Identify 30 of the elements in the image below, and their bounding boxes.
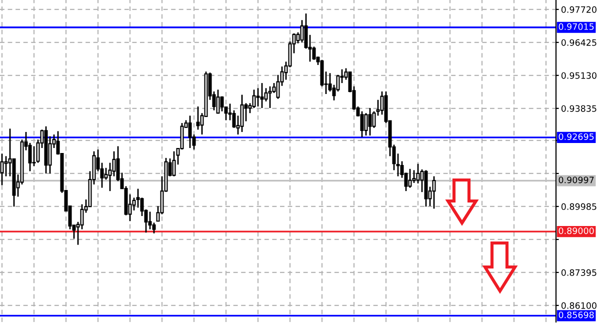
y-tick-label: 0.95130 [561, 72, 596, 79]
ref-line-label: 0.89000 [558, 227, 594, 234]
candlestick [240, 94, 244, 133]
y-tick-label: 0.96425 [561, 39, 596, 46]
y-tick-label: 0.89985 [561, 203, 596, 210]
candlestick [416, 163, 420, 184]
ref-line-label: 0.90997 [558, 176, 594, 184]
candlestick [172, 150, 176, 177]
candlestick [268, 86, 272, 109]
ref-line-label: 0.92695 [558, 133, 594, 140]
y-tick-label: 0.87395 [561, 269, 596, 276]
candlestick [360, 110, 364, 138]
candlestick [188, 114, 192, 149]
ref-line-label: 0.85698 [558, 312, 594, 318]
ref-line-label: 0.97015 [558, 23, 594, 30]
candlestick [216, 88, 220, 114]
candlestick [364, 112, 368, 136]
candlestick [432, 176, 436, 210]
candlestick [220, 96, 224, 112]
candlestick [408, 168, 412, 188]
candlestick [252, 88, 256, 109]
candlestick [196, 106, 200, 130]
y-tick-label: 0.86100 [561, 302, 596, 309]
candlestick [368, 107, 372, 136]
candlestick [256, 87, 260, 108]
y-tick-label: 0.97720 [561, 6, 596, 13]
candlestick [260, 82, 264, 109]
y-tick-label: 0.93835 [561, 105, 596, 112]
candlestick [0, 152, 4, 186]
candlestick [148, 211, 152, 230]
